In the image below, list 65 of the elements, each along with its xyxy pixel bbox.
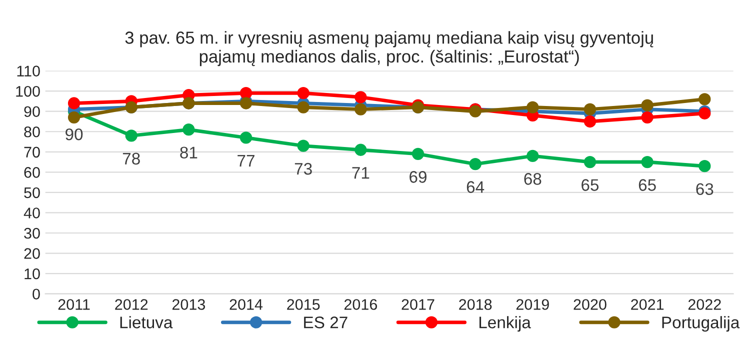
y-tick-label: 50 [24, 187, 40, 198]
y-tick-label: 0 [32, 288, 40, 300]
point [641, 156, 654, 168]
point [584, 156, 596, 168]
y-tick-label: 20 [24, 248, 40, 259]
point [354, 103, 367, 116]
y-tick-label: 110 [17, 66, 40, 76]
point [584, 115, 596, 128]
point [297, 101, 310, 114]
y-tick-label: 80 [24, 126, 40, 138]
point [68, 111, 80, 124]
point [641, 111, 654, 124]
point [182, 124, 195, 136]
y-tick-label: 10 [24, 268, 40, 280]
y-tick-label: 30 [24, 228, 40, 239]
x-tick-label: 2022 [688, 299, 721, 310]
point [412, 148, 424, 160]
data-label: 69 [410, 171, 426, 183]
y-tick-label: 70 [24, 146, 40, 158]
x-tick-label: 2015 [287, 299, 320, 310]
x-tick-label: 2014 [230, 299, 263, 310]
point [240, 87, 252, 100]
x-tick-label: 2011 [58, 299, 90, 310]
point [125, 130, 138, 142]
legend-label: Lietuva [120, 316, 173, 328]
data-label: 78 [122, 152, 140, 165]
x-tick-label: 2017 [402, 299, 434, 310]
y-tick-label: 90 [24, 106, 40, 118]
x-tick-label: 2020 [574, 299, 606, 310]
x-tick-label: 2012 [115, 299, 148, 310]
legend-label: Portugalija [662, 316, 740, 332]
legend-label: Lenkija [480, 316, 531, 332]
point [297, 140, 310, 152]
y-tick-label: 60 [24, 167, 40, 178]
y-tick-label: 100 [16, 86, 40, 97]
point [297, 87, 310, 100]
data-label: 65 [582, 179, 599, 191]
data-label: 73 [294, 162, 312, 175]
point [68, 97, 80, 110]
data-label: 77 [238, 154, 254, 166]
data-label: 63 [696, 183, 714, 195]
data-label: 90 [66, 128, 83, 140]
x-tick-label: 2016 [344, 299, 377, 310]
x-tick-label: 2013 [172, 299, 206, 310]
data-label: 81 [180, 146, 198, 159]
y-tick-label: 40 [24, 208, 40, 218]
data-label: 64 [466, 181, 484, 193]
data-label: 71 [352, 167, 370, 179]
legend-label: ES 27 [304, 316, 348, 328]
x-tick-label: 2018 [459, 299, 492, 310]
point [354, 144, 367, 156]
x-tick-label: 2019 [516, 299, 549, 310]
point [469, 158, 482, 170]
data-label: 65 [638, 179, 656, 191]
point [240, 132, 252, 144]
point [526, 101, 539, 114]
point [698, 160, 711, 172]
x-tick-label: 2021 [631, 299, 664, 310]
point [354, 91, 367, 104]
chart-title: 3 pav. 65 m. ir vyresnių asmenų pajamų mediana kaip visų gyventojų pajamų medianos dalis, proc. (šaltinis: „Eurostat“) [125, 31, 654, 66]
data-label: 68 [524, 173, 542, 185]
point [526, 150, 539, 162]
point [641, 99, 654, 112]
point [584, 103, 596, 116]
point [698, 93, 711, 106]
